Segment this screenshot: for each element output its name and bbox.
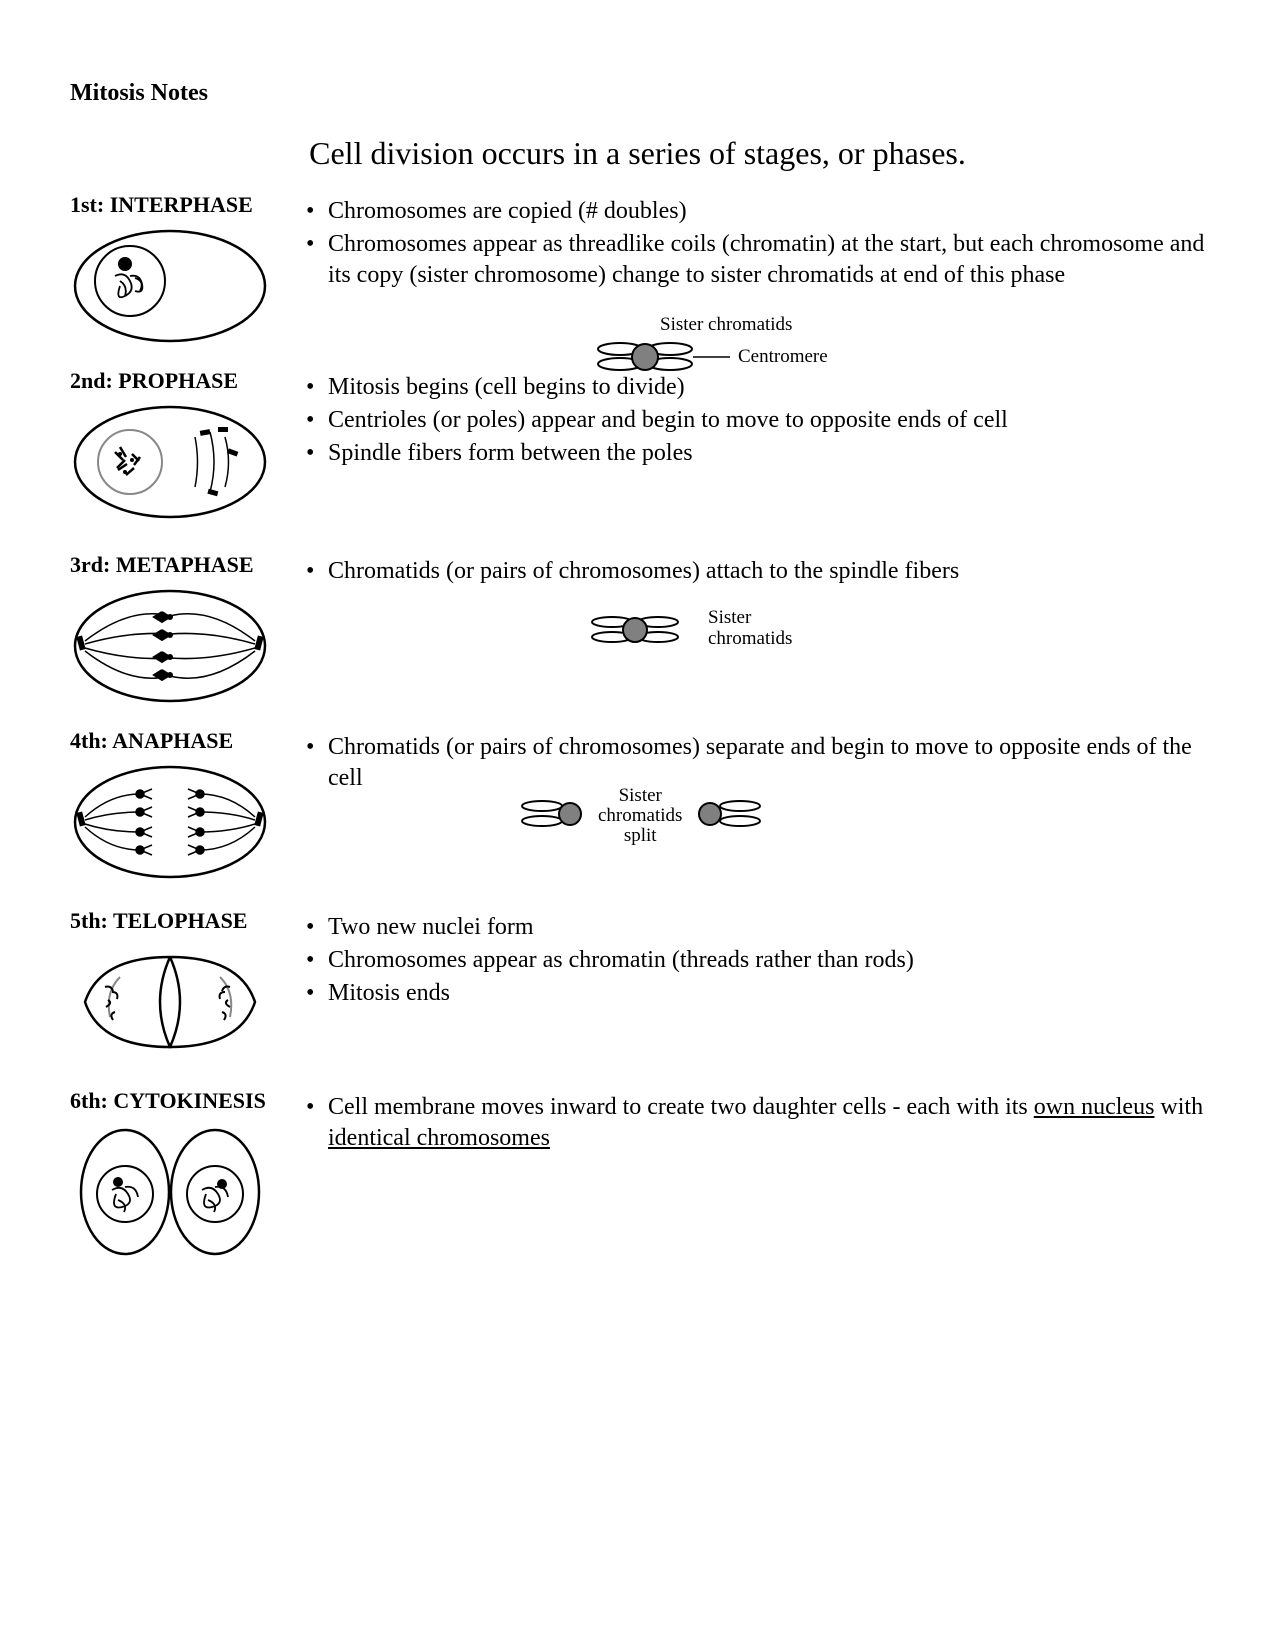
phase-heading: 2nd: PROPHASE	[70, 368, 300, 394]
sister-chromatids-label: Sister chromatids	[708, 608, 792, 650]
split-chromatid-left-icon	[520, 796, 590, 832]
bullet: Chromatids (or pairs of chromosomes) sep…	[300, 732, 1205, 794]
metaphase-diagram	[70, 586, 270, 706]
cytokinesis-diagram	[70, 1122, 270, 1262]
document-subtitle: Cell division occurs in a series of stag…	[70, 135, 1205, 172]
bullet: Mitosis begins (cell begins to divide)	[300, 372, 1205, 403]
sister-chromatids-label: Sister chromatids	[660, 314, 792, 336]
phase-cytokinesis: 6th: CYTOKINESIS Cell membrane moves inw…	[70, 1088, 1205, 1262]
centromere-label: Centromere	[738, 346, 828, 368]
split-chromatid-right-icon	[692, 796, 762, 832]
bullet: Chromosomes are copied (# doubles)	[300, 196, 1205, 227]
split-label: Sister chromatids split	[598, 786, 682, 846]
anaphase-diagram	[70, 762, 270, 882]
phase-metaphase: 3rd: METAPHASE	[70, 552, 1205, 706]
phase-telophase: 5th: TELOPHASE Two new nuclei form Chrom…	[70, 908, 1205, 1062]
telophase-diagram	[70, 942, 270, 1062]
bullet: Chromatids (or pairs of chromosomes) att…	[300, 556, 1205, 587]
phase-heading: 3rd: METAPHASE	[70, 552, 300, 578]
phase-anaphase: 4th: ANAPHASE	[70, 728, 1205, 882]
bullet: Spindle fibers form between the poles	[300, 438, 1205, 469]
phase-heading: 1st: INTERPHASE	[70, 192, 300, 218]
phase-interphase: 1st: INTERPHASE Chromosomes are copied (…	[70, 192, 1205, 346]
bullet: Cell membrane moves inward to create two…	[300, 1092, 1205, 1154]
chromatid-icon	[590, 612, 700, 648]
phase-heading: 5th: TELOPHASE	[70, 908, 300, 934]
interphase-diagram	[70, 226, 270, 346]
phase-prophase: 2nd: PROPHASE Mitosis begins (cell begin…	[70, 368, 1205, 522]
prophase-diagram	[70, 402, 270, 522]
phase-heading: 4th: ANAPHASE	[70, 728, 300, 754]
phase-heading: 6th: CYTOKINESIS	[70, 1088, 300, 1114]
bullet: Mitosis ends	[300, 978, 1205, 1009]
document-title: Mitosis Notes	[70, 80, 1205, 107]
bullet: Chromosomes appear as threadlike coils (…	[300, 229, 1205, 291]
bullet: Chromosomes appear as chromatin (threads…	[300, 945, 1205, 976]
bullet: Centrioles (or poles) appear and begin t…	[300, 405, 1205, 436]
bullet: Two new nuclei form	[300, 912, 1205, 943]
